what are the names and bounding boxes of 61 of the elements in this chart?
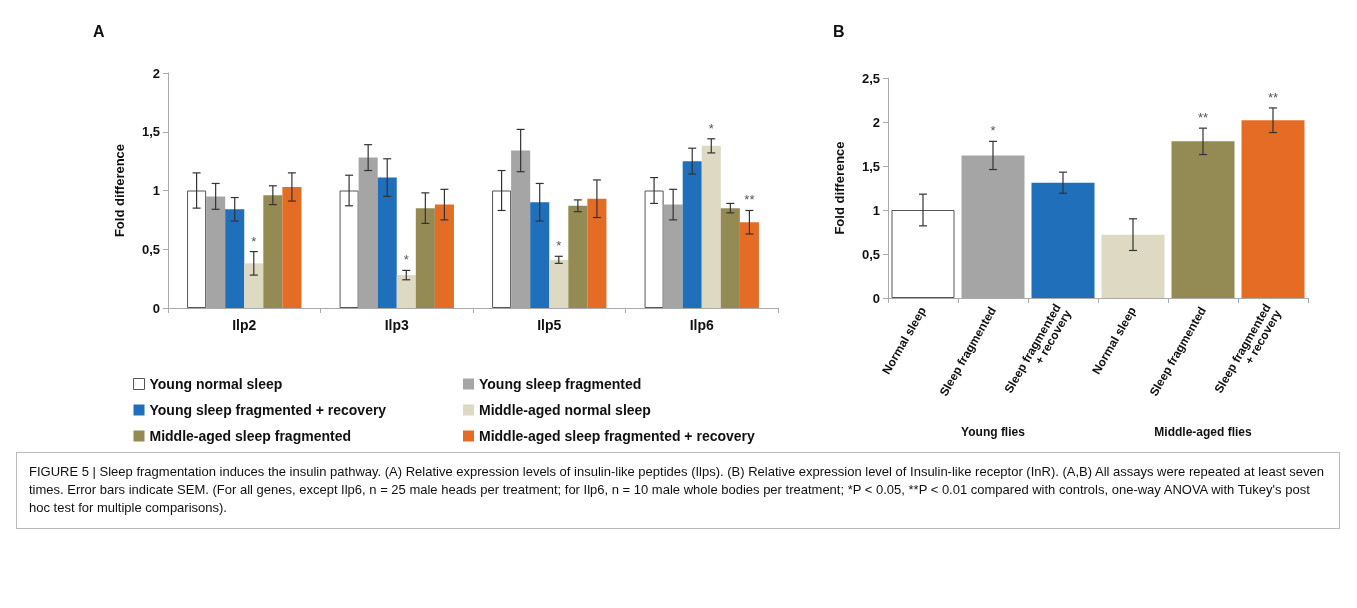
y-tick-label: 2 [872,114,880,130]
bar [282,186,302,308]
bar [739,222,759,308]
y-tick-label: 0,5 [141,241,160,257]
y-tick-label: 1,5 [861,158,880,174]
bar [225,209,245,308]
bar [530,202,550,308]
bar [434,204,454,308]
bar [1101,234,1165,298]
y-tick-label: 0 [872,290,880,306]
bar [682,161,702,308]
legend-label: Young sleep fragmented + recovery [149,402,387,418]
chart-title: B [833,22,845,40]
legend-label: Middle-aged sleep fragmented + recovery [479,428,756,444]
y-tick-label: 1,5 [141,124,160,140]
y-axis-title: Fold difference [112,143,127,238]
bar [492,190,512,308]
y-tick-label: 2,5 [861,70,880,86]
bar [339,190,359,308]
x-tick-label: Ilp3 [384,317,410,333]
data-label: ** [1267,89,1279,105]
data-label: * [990,123,996,139]
y-axis-title: Fold difference [832,141,847,235]
bar [377,177,397,308]
y-tick-label: 2 [152,65,160,81]
legend-label: Middle-aged sleep fragmented [149,428,351,444]
y-tick-label: 1 [872,202,880,218]
data-label: ** [1197,110,1209,126]
bar [720,208,740,308]
bar [644,190,664,308]
bar [244,263,264,308]
bar [415,208,435,308]
bar [1171,141,1235,298]
bar [587,198,607,308]
bar [701,145,721,308]
legend-label: Young normal sleep [149,376,283,392]
chart-title: A [93,22,105,40]
data-label: * [251,233,257,249]
text: Middle-aged flies [1154,425,1252,439]
bar [568,205,588,308]
legend-label: Middle-aged normal sleep [479,402,651,418]
data-label: * [708,120,714,136]
text: Young flies [961,425,1026,439]
bar [1031,182,1095,298]
data-label: * [403,252,409,268]
data-label: ** [744,192,755,208]
x-tick-label: Ilp6 [689,317,715,333]
bar [396,275,416,308]
bar [549,259,569,308]
bar [1241,120,1305,298]
x-tick-label: Ilp2 [232,317,257,333]
y-tick-label: 0 [152,300,160,316]
legend-label: Young sleep fragmented [479,376,642,392]
bar [187,190,207,308]
bar [263,195,283,308]
y-tick-label: 1 [152,183,160,198]
caption: FIGURE 5 | Sleep fragmentation induces the insulin pathway. (A) Relative expression levels of insulin-like peptides (Ilps). (B) Relative expression level of Insulin-like receptor (InR). (A,B) All assays were repeated at least seven times. Error bars indicate SEM. (For all genes, except Ilp6, n = 25 male heads per treatment; for Ilp6, n = 10 male whole bodies per treatment; *P < 0.05, **P < 0.01 compared with controls, one-way ANOVA with Tukey's post hoc test for multiple comparisons). [16,452,1340,529]
x-tick-label: Ilp5 [537,317,562,333]
data-label: * [556,238,562,254]
y-tick-label: 0,5 [861,246,880,262]
bar [891,210,955,298]
